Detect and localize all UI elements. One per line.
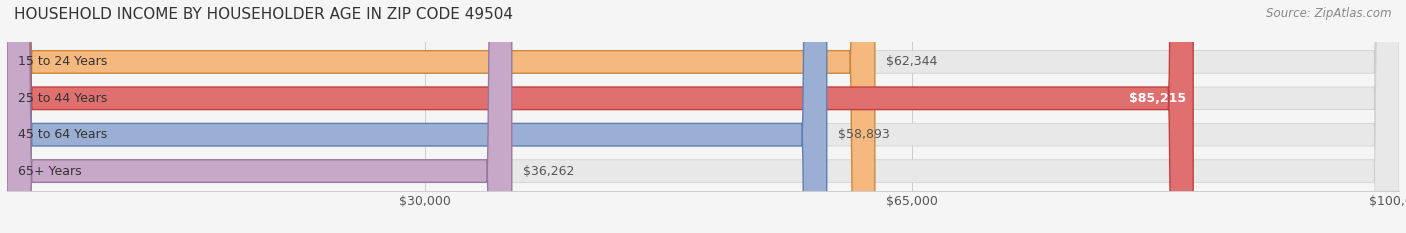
Text: $58,893: $58,893 (838, 128, 890, 141)
Text: 25 to 44 Years: 25 to 44 Years (18, 92, 107, 105)
Text: Source: ZipAtlas.com: Source: ZipAtlas.com (1267, 7, 1392, 20)
Text: 15 to 24 Years: 15 to 24 Years (18, 55, 107, 69)
Text: $62,344: $62,344 (886, 55, 938, 69)
FancyBboxPatch shape (7, 0, 827, 233)
FancyBboxPatch shape (7, 0, 1399, 233)
FancyBboxPatch shape (7, 0, 1194, 233)
FancyBboxPatch shape (7, 0, 512, 233)
Text: HOUSEHOLD INCOME BY HOUSEHOLDER AGE IN ZIP CODE 49504: HOUSEHOLD INCOME BY HOUSEHOLDER AGE IN Z… (14, 7, 513, 22)
FancyBboxPatch shape (7, 0, 875, 233)
Text: 45 to 64 Years: 45 to 64 Years (18, 128, 107, 141)
FancyBboxPatch shape (7, 0, 1399, 233)
Text: $85,215: $85,215 (1129, 92, 1187, 105)
FancyBboxPatch shape (7, 0, 1399, 233)
Text: 65+ Years: 65+ Years (18, 164, 82, 178)
FancyBboxPatch shape (7, 0, 1399, 233)
Text: $36,262: $36,262 (523, 164, 574, 178)
